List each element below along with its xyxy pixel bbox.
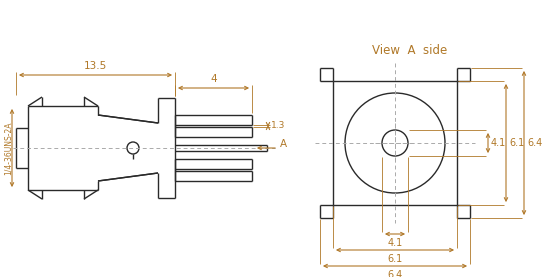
Text: View  A  side: View A side	[372, 43, 447, 57]
Text: 6.1: 6.1	[509, 138, 524, 148]
Text: 6.4: 6.4	[388, 270, 403, 277]
Text: 4: 4	[210, 74, 217, 84]
Text: 1/4-36UNS-2A: 1/4-36UNS-2A	[3, 121, 12, 175]
Text: 4.1: 4.1	[388, 238, 403, 248]
Text: 4.1: 4.1	[491, 138, 506, 148]
Text: 1.3: 1.3	[271, 122, 286, 130]
Text: 6.1: 6.1	[388, 254, 403, 264]
Text: 13.5: 13.5	[84, 61, 107, 71]
Text: A: A	[280, 139, 287, 149]
Text: 6.4: 6.4	[527, 138, 542, 148]
